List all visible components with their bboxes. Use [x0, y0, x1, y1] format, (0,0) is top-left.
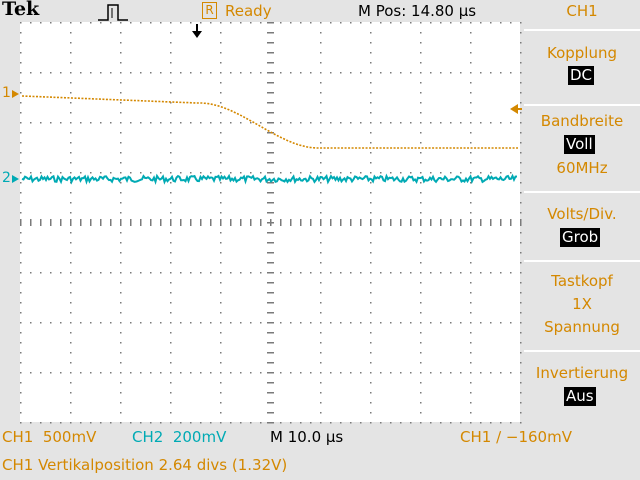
- probe-label: Tastkopf: [551, 272, 613, 290]
- probe-value-1[interactable]: 1X: [572, 295, 592, 313]
- acquisition-status: Ready: [225, 2, 272, 20]
- menu-title: CH1: [566, 2, 598, 20]
- invert-label: Invertierung: [535, 364, 629, 382]
- trigger-level-icon[interactable]: [510, 104, 518, 114]
- invert-value[interactable]: Aus: [564, 387, 596, 406]
- trigger-pulse-icon: [98, 4, 128, 21]
- ch1-scale-readout: CH1 500mV: [2, 428, 97, 446]
- status-message: CH1 Vertikalposition 2.64 divs (1.32V): [2, 456, 288, 474]
- voltsdiv-value[interactable]: Grob: [560, 228, 601, 247]
- run-state-badge: R: [202, 2, 217, 19]
- ch2-waveform: [21, 173, 518, 186]
- voltsdiv-label: Volts/Div.: [547, 205, 617, 223]
- brand-logo: Tek: [2, 0, 40, 20]
- trigger-level-readout: CH1 ∕ −160mV: [460, 428, 572, 446]
- bandwidth-value[interactable]: Voll: [564, 135, 595, 154]
- ch2-marker-label: 2: [2, 170, 11, 186]
- ch2-scale-readout: CH2 200mV: [132, 428, 227, 446]
- trigger-position-icon[interactable]: [192, 31, 202, 38]
- ch1-marker-icon[interactable]: [12, 90, 19, 98]
- ch1-marker-label: 1: [2, 85, 11, 101]
- probe-value-2[interactable]: Spannung: [544, 318, 620, 336]
- graticule-grid: [20, 22, 522, 424]
- horizontal-position-readout: M Pos: 14.80 µs: [358, 2, 477, 20]
- coupling-label: Kopplung: [546, 44, 617, 62]
- bandwidth-sub: 60MHz: [556, 159, 608, 177]
- timebase-readout: M 10.0 µs: [270, 428, 344, 446]
- coupling-value[interactable]: DC: [568, 66, 595, 85]
- ch2-marker-icon[interactable]: [12, 175, 19, 183]
- bandwidth-label: Bandbreite: [540, 112, 624, 130]
